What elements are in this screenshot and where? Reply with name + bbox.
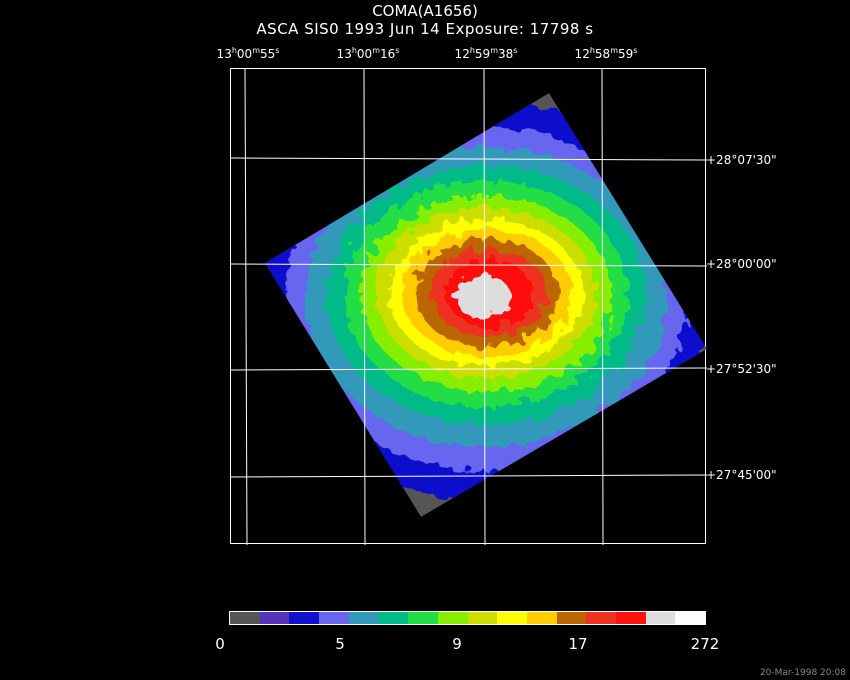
colorbar-swatch (230, 612, 260, 624)
colorbar-swatch (586, 612, 616, 624)
xray-image-svg (231, 69, 707, 545)
colorbar-swatch (526, 612, 557, 624)
colorbar-swatch (645, 612, 676, 624)
ra-tick-label: 13h00m55s (216, 46, 280, 61)
coordinate-grid (231, 69, 707, 545)
colorbar (229, 611, 706, 625)
colorbar-swatch (259, 612, 290, 624)
colorbar-swatch (497, 612, 527, 624)
colorbar-swatch (319, 612, 349, 624)
colorbar-tick-label: 17 (568, 635, 588, 653)
dec-tick-label: +28°00'00" (706, 257, 777, 271)
colorbar-swatch (467, 612, 498, 624)
image-title: COMA(A1656) (372, 2, 478, 20)
dec-tick-label: +28°07'30" (706, 153, 777, 167)
xray-image-plot (230, 68, 707, 545)
ra-tick-label: 12h59m38s (454, 46, 518, 61)
colorbar-swatch (289, 612, 320, 624)
ra-tick-label: 12h58m59s (574, 46, 638, 61)
colorbar-swatch (348, 612, 379, 624)
colorbar-swatch (437, 612, 468, 624)
colorbar-swatch (615, 612, 646, 624)
colorbar-swatch (378, 612, 409, 624)
timestamp: 20-Mar-1998 20:08 (759, 668, 846, 678)
colorbar-swatch (556, 612, 587, 624)
colorbar-tick-label: 9 (452, 635, 462, 653)
field-of-view (265, 93, 707, 517)
colorbar-tick-label: 0 (215, 635, 225, 653)
dec-tick-label: +27°52'30" (706, 362, 777, 376)
colorbar-tick-label: 5 (335, 635, 345, 653)
colorbar-tick-label: 272 (690, 635, 720, 653)
colorbar-swatch (675, 612, 705, 624)
colorbar-swatch (408, 612, 438, 624)
ra-tick-label: 13h00m16s (336, 46, 400, 61)
image-subtitle: ASCA SIS0 1993 Jun 14 Exposure: 17798 s (256, 20, 594, 38)
dec-tick-label: +27°45'00" (706, 468, 777, 482)
